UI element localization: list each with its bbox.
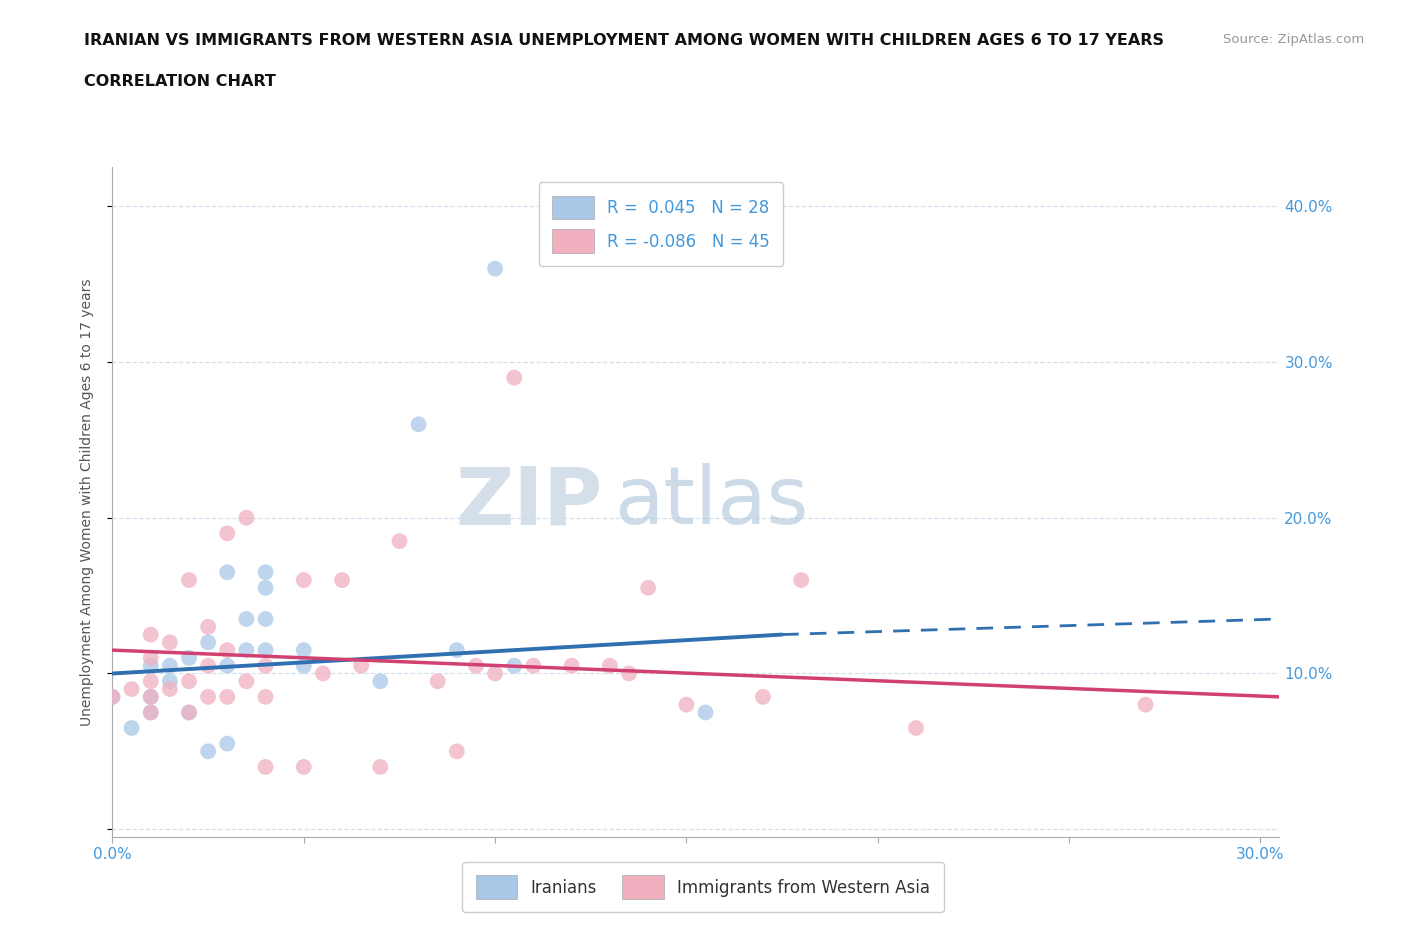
Point <box>446 744 468 759</box>
Point <box>101 689 124 704</box>
Point <box>197 658 219 673</box>
Point <box>139 705 162 720</box>
Point <box>388 534 411 549</box>
Point <box>254 760 277 775</box>
Point <box>177 705 200 720</box>
Point <box>101 689 124 704</box>
Point <box>217 565 239 579</box>
Point <box>599 658 621 673</box>
Point <box>695 705 717 720</box>
Point <box>121 721 143 736</box>
Point <box>617 666 640 681</box>
Point <box>368 674 391 689</box>
Point <box>254 565 277 579</box>
Point <box>177 705 200 720</box>
Point <box>1135 698 1157 712</box>
Point <box>312 666 335 681</box>
Point <box>139 674 162 689</box>
Point <box>254 658 277 673</box>
Point <box>217 689 239 704</box>
Point <box>177 674 200 689</box>
Y-axis label: Unemployment Among Women with Children Ages 6 to 17 years: Unemployment Among Women with Children A… <box>80 278 94 726</box>
Point <box>503 370 526 385</box>
Point <box>235 674 257 689</box>
Text: IRANIAN VS IMMIGRANTS FROM WESTERN ASIA UNEMPLOYMENT AMONG WOMEN WITH CHILDREN A: IRANIAN VS IMMIGRANTS FROM WESTERN ASIA … <box>84 33 1164 47</box>
Text: ZIP: ZIP <box>456 463 603 541</box>
Point <box>139 658 162 673</box>
Point <box>503 658 526 673</box>
Text: Source: ZipAtlas.com: Source: ZipAtlas.com <box>1223 33 1364 46</box>
Point <box>177 650 200 665</box>
Point <box>235 612 257 627</box>
Text: CORRELATION CHART: CORRELATION CHART <box>84 74 276 89</box>
Point <box>368 760 391 775</box>
Point <box>121 682 143 697</box>
Point <box>159 682 181 697</box>
Point <box>292 643 315 658</box>
Point <box>197 619 219 634</box>
Point <box>235 511 257 525</box>
Point <box>350 658 373 673</box>
Point <box>235 643 257 658</box>
Point <box>159 635 181 650</box>
Point <box>139 650 162 665</box>
Point <box>484 666 506 681</box>
Point <box>197 744 219 759</box>
Point <box>159 658 181 673</box>
Point <box>408 417 430 432</box>
Legend: Iranians, Immigrants from Western Asia: Iranians, Immigrants from Western Asia <box>463 862 943 912</box>
Point <box>139 627 162 642</box>
Point <box>675 698 697 712</box>
Point <box>159 674 181 689</box>
Point <box>254 612 277 627</box>
Point <box>522 658 544 673</box>
Point <box>197 635 219 650</box>
Legend: R =  0.045   N = 28, R = -0.086   N = 45: R = 0.045 N = 28, R = -0.086 N = 45 <box>538 182 783 266</box>
Point <box>292 573 315 588</box>
Point <box>217 643 239 658</box>
Point <box>254 689 277 704</box>
Point <box>254 580 277 595</box>
Point <box>292 658 315 673</box>
Point <box>217 658 239 673</box>
Point <box>752 689 775 704</box>
Point <box>197 689 219 704</box>
Point <box>446 643 468 658</box>
Point <box>217 737 239 751</box>
Point <box>177 573 200 588</box>
Point <box>292 760 315 775</box>
Point <box>426 674 449 689</box>
Point <box>330 573 353 588</box>
Point <box>217 525 239 540</box>
Point <box>904 721 927 736</box>
Point <box>254 643 277 658</box>
Point <box>139 689 162 704</box>
Point <box>561 658 583 673</box>
Point <box>465 658 488 673</box>
Text: atlas: atlas <box>614 463 808 541</box>
Point <box>139 705 162 720</box>
Point <box>637 580 659 595</box>
Point <box>790 573 813 588</box>
Point <box>484 261 506 276</box>
Point <box>139 689 162 704</box>
